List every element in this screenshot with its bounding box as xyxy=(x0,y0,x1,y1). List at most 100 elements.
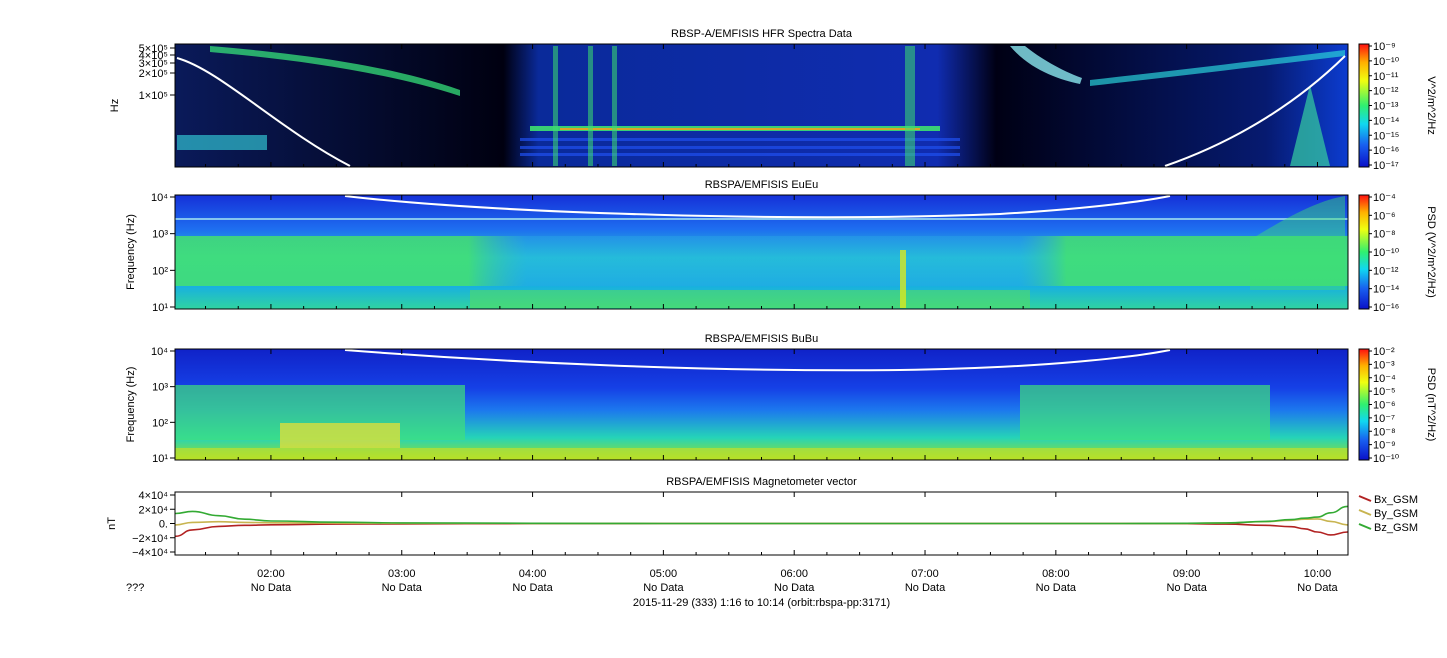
panel-1-ytick-label: 5×10⁵ xyxy=(139,43,168,55)
x-tick-label: 04:00 xyxy=(519,568,547,580)
panel-1-colorbar-tick-label: 10⁻¹⁵ xyxy=(1373,130,1399,142)
panel-3-colorbar-tick-label: 10⁻³ xyxy=(1373,359,1395,371)
panel-4-ytick-label: −4×10⁴ xyxy=(132,547,168,559)
panel-1-ylabel: Hz xyxy=(109,99,121,112)
panel-2-colorbar-tick-label: 10⁻⁶ xyxy=(1373,210,1396,222)
eu-burst xyxy=(900,250,906,308)
x-tick-sublabel: No Data xyxy=(905,582,946,594)
panel-1-colorbar-tick-label: 10⁻¹³ xyxy=(1373,101,1399,113)
panel-3-title: RBSPA/EMFISIS BuBu xyxy=(705,333,819,345)
x-tick-sublabel: No Data xyxy=(512,582,553,594)
panel-2-colorbar xyxy=(1358,194,1370,310)
x-tick-sublabel: No Data xyxy=(643,582,684,594)
x-tick-sublabel: No Data xyxy=(1297,582,1338,594)
panel-1-colorbar-tick-label: 10⁻¹⁷ xyxy=(1373,160,1399,172)
panel-3-ytick-label: 10³ xyxy=(152,382,168,394)
panel-4-ytick-label: 2×10⁴ xyxy=(138,504,168,516)
panel-3-colorbar-tick-label: 10⁻⁴ xyxy=(1373,373,1396,385)
x-tick-label: 10:00 xyxy=(1304,568,1332,580)
bu-trace xyxy=(344,349,1171,372)
panel-1-colorbar-tick-label: 10⁻¹⁰ xyxy=(1373,56,1400,68)
legend-entry-bx-gsm: Bx_GSM xyxy=(1374,494,1418,506)
eu-right-plume xyxy=(1250,196,1345,290)
panel-1-colorbar xyxy=(1358,43,1370,168)
hfr-burst xyxy=(588,46,593,166)
panel-2-ytick-label: 10⁴ xyxy=(151,192,168,204)
footer-date: 2015-11-29 (333) 1:16 to 10:14 (orbit:rb… xyxy=(633,597,890,609)
series-line-bz-gsm xyxy=(175,505,1348,525)
x-tick-label: 03:00 xyxy=(388,568,416,580)
panel-2-colorbar-label: PSD (V^2/m^2/Hz) xyxy=(1425,206,1437,298)
panel-3-colorbar-tick-label: 10⁻² xyxy=(1373,346,1395,358)
eu-low-band xyxy=(470,290,1030,308)
x-tick-sublabel: No Data xyxy=(1166,582,1207,594)
panel-2-frame xyxy=(174,194,1349,310)
panel-2-colorbar-tick-label: 10⁻¹² xyxy=(1373,265,1399,277)
panel-3-colorbar-label: PSD (nT^2/Hz) xyxy=(1425,368,1437,442)
bu-low-band xyxy=(175,448,1348,460)
panel-4-ytick-label: 0. xyxy=(159,519,168,531)
legend-entry-bz-gsm: Bz_GSM xyxy=(1374,522,1418,534)
panel-2-ytick-label: 10¹ xyxy=(152,302,168,314)
x-tick-label: 07:00 xyxy=(911,568,939,580)
hfr-emission-band xyxy=(210,46,460,96)
panel-4-ylabel: nT xyxy=(106,517,118,530)
bu-yellow-patch xyxy=(280,423,400,448)
panel-3-ytick-label: 10² xyxy=(152,417,168,429)
hfr-burst xyxy=(612,46,617,166)
panel-3-colorbar-tick-label: 10⁻⁵ xyxy=(1373,386,1396,398)
x-tick-label: 08:00 xyxy=(1042,568,1070,580)
hfr-line-core xyxy=(560,128,920,130)
panel-1-colorbar-label: V^2/m^2/Hz xyxy=(1425,76,1437,135)
panel-1-colorbar-tick-label: 10⁻¹⁴ xyxy=(1373,115,1400,127)
panel-3-colorbar-tick-label: 10⁻⁶ xyxy=(1373,400,1396,412)
panel-2-title: RBSPA/EMFISIS EuEu xyxy=(705,179,819,191)
panel-4-title: RBSPA/EMFISIS Magnetometer vector xyxy=(666,476,857,488)
hfr-right-spike xyxy=(1290,85,1330,166)
eu-trace xyxy=(344,195,1171,219)
x-tick-sublabel: No Data xyxy=(774,582,815,594)
panel-3-ytick-label: 10¹ xyxy=(152,453,168,465)
panel-3-ylabel: Frequency (Hz) xyxy=(125,367,137,443)
panel-1-frame xyxy=(174,43,1349,168)
x-tick-sublabel: No Data xyxy=(251,582,292,594)
panel-1-ytick-label: 4×10⁵ xyxy=(139,50,168,62)
panel-2-ylabel: Frequency (Hz) xyxy=(125,214,137,290)
panel-2-ytick-label: 10² xyxy=(152,265,168,277)
eu-line xyxy=(175,218,1348,220)
hfr-burst xyxy=(910,46,915,166)
panel-3-colorbar-tick-label: 10⁻⁹ xyxy=(1373,440,1396,452)
footer-label: ??? xyxy=(126,582,144,594)
panel-1-ytick-label: 1×10⁵ xyxy=(139,90,168,102)
legend-swatch-bz-gsm xyxy=(1358,523,1372,530)
panel-3-colorbar-tick-label: 10⁻¹⁰ xyxy=(1373,453,1400,465)
panel-4-ytick-label: 4×10⁴ xyxy=(138,490,168,502)
panel-2-colorbar-tick-label: 10⁻⁴ xyxy=(1373,192,1396,204)
x-tick-label: 05:00 xyxy=(650,568,678,580)
eu-green-band xyxy=(175,236,1348,286)
panel-3-ytick-label: 10⁴ xyxy=(151,346,168,358)
legend-swatch-bx-gsm xyxy=(1358,495,1372,502)
hfr-low-band xyxy=(177,135,267,150)
hfr-trace-right xyxy=(1164,55,1346,167)
legend-swatch-by-gsm xyxy=(1358,509,1372,516)
panel-1-ytick-label: 3×10⁵ xyxy=(139,58,168,70)
hfr-emission-band-right xyxy=(1090,50,1345,86)
panel-1-colorbar-tick-label: 10⁻¹² xyxy=(1373,86,1399,98)
x-tick-sublabel: No Data xyxy=(382,582,423,594)
panel-3-frame xyxy=(174,348,1349,461)
hfr-trace-left xyxy=(176,57,351,167)
hfr-harmonic xyxy=(520,138,960,141)
hfr-harmonic xyxy=(520,153,960,156)
panel-4-ytick-label: −2×10⁴ xyxy=(132,533,168,545)
panel-3-colorbar-tick-label: 10⁻⁸ xyxy=(1373,426,1396,438)
hfr-burst xyxy=(553,46,558,166)
x-tick-label: 06:00 xyxy=(780,568,808,580)
hfr-emission-plume xyxy=(1010,46,1082,84)
hfr-harmonic xyxy=(520,146,960,149)
panel-2-colorbar-tick-label: 10⁻¹⁴ xyxy=(1373,284,1400,296)
hfr-burst xyxy=(905,46,910,166)
panel-1-title: RBSP-A/EMFISIS HFR Spectra Data xyxy=(671,28,853,40)
x-tick-label: 02:00 xyxy=(257,568,285,580)
